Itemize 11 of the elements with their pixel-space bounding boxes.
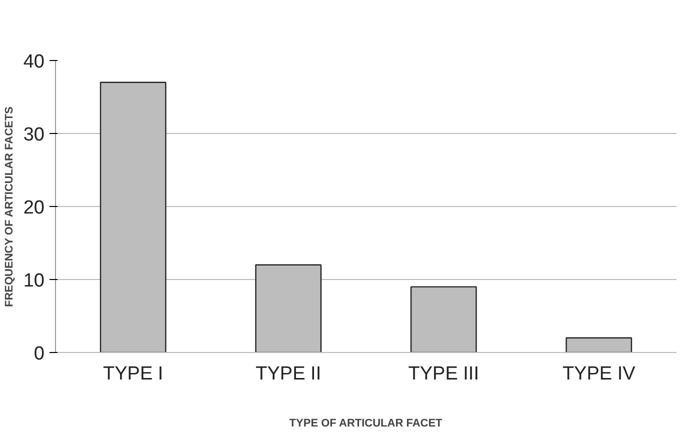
- x-tick-label: TYPE I: [103, 364, 164, 384]
- y-axis-title: FREQUENCY OF ARTICULAR FACETS: [3, 106, 16, 308]
- x-tick-label: TYPE III: [408, 364, 480, 384]
- x-tick-label: TYPE IV: [562, 364, 636, 384]
- y-tick-label: 20: [23, 198, 45, 218]
- x-tick-label: TYPE II: [256, 364, 322, 384]
- x-axis-title: TYPE OF ARTICULAR FACET: [289, 418, 443, 430]
- y-tick-label: 0: [34, 344, 45, 364]
- y-tick-label: 10: [23, 270, 45, 292]
- y-tick-label: 30: [23, 124, 45, 146]
- y-tick-label: 40: [23, 52, 45, 72]
